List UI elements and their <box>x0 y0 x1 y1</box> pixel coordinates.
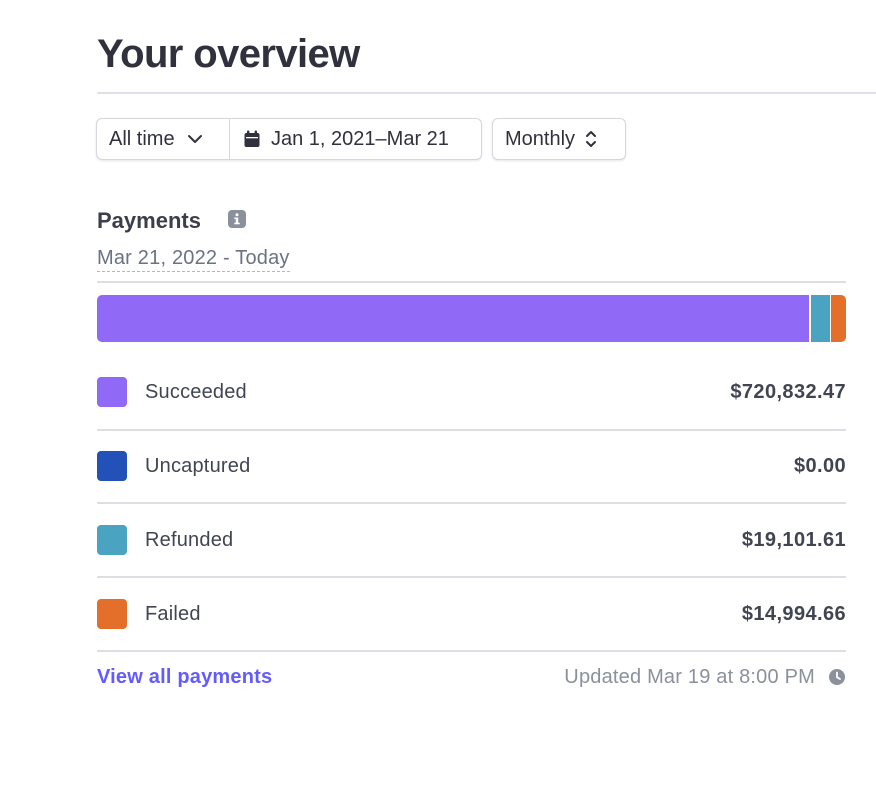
interval-label: Monthly <box>505 127 576 150</box>
divider <box>97 650 846 652</box>
bar-segment-refunded <box>810 295 830 342</box>
legend-value: $14,994.66 <box>741 603 846 625</box>
refunded-swatch <box>97 525 127 555</box>
legend-row-succeeded: Succeeded $720,832.47 <box>97 377 846 407</box>
legend-label: Refunded <box>145 529 234 551</box>
range-preset-label: All time <box>109 127 175 150</box>
legend-row-refunded: Refunded $19,101.61 <box>97 525 846 555</box>
page-title: Your overview <box>97 32 360 76</box>
succeeded-swatch <box>97 377 127 407</box>
range-preset-dropdown[interactable]: All time <box>97 119 230 159</box>
payments-title: Payments <box>97 208 201 233</box>
legend-row-failed: Failed $14,994.66 <box>97 599 846 629</box>
view-all-payments-link[interactable]: View all payments <box>97 666 273 688</box>
clock-icon[interactable] <box>828 668 846 686</box>
divider <box>97 502 846 504</box>
failed-swatch <box>97 599 127 629</box>
legend-value: $720,832.47 <box>730 381 846 403</box>
date-range-filter: All time Jan 1, 2021–Mar 21 <box>96 118 482 160</box>
date-range-label: Jan 1, 2021–Mar 21 <box>271 127 449 150</box>
legend-label: Failed <box>145 603 201 625</box>
payments-period[interactable]: Mar 21, 2022 - Today <box>97 245 290 272</box>
divider <box>97 576 846 578</box>
legend-value: $0.00 <box>793 455 846 477</box>
legend-row-uncaptured: Uncaptured $0.00 <box>97 451 846 481</box>
date-range-picker[interactable]: Jan 1, 2021–Mar 21 <box>230 119 449 159</box>
legend-label: Uncaptured <box>145 455 251 477</box>
payments-stacked-bar <box>97 295 846 342</box>
uncaptured-swatch <box>97 451 127 481</box>
legend-value: $19,101.61 <box>741 529 846 551</box>
info-icon[interactable] <box>228 210 246 228</box>
legend-label: Succeeded <box>145 381 247 403</box>
interval-select[interactable]: Monthly <box>492 118 626 160</box>
title-divider <box>97 92 876 94</box>
bar-segment-succeeded <box>97 295 810 342</box>
chevron-down-icon <box>187 135 202 143</box>
divider <box>97 281 846 283</box>
bar-segment-failed <box>831 295 846 342</box>
divider <box>97 429 846 431</box>
up-down-chevron-icon <box>586 131 597 147</box>
updated-timestamp: Updated Mar 19 at 8:00 PM <box>564 666 815 688</box>
calendar-icon <box>244 130 260 147</box>
